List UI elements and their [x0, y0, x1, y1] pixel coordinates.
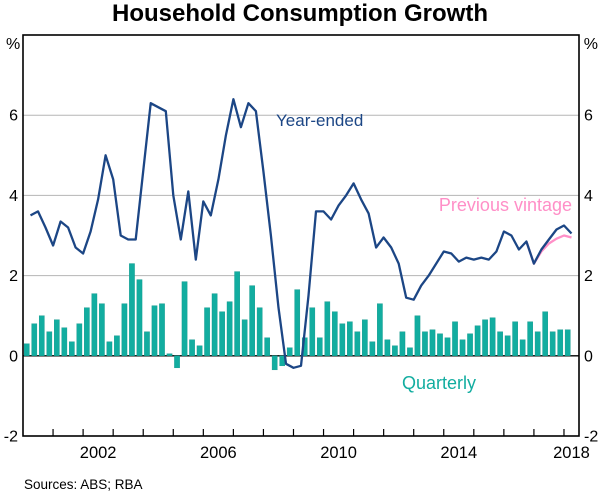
y-tick-label-left: 6 [9, 108, 18, 125]
quarterly-bar [489, 317, 496, 357]
quarterly-bar [234, 271, 240, 356]
quarterly-bar [76, 323, 83, 357]
quarterly-bar [31, 323, 38, 357]
y-tick-label-right: 4 [584, 188, 593, 205]
quarterly-bar [166, 353, 173, 356]
quarterly-bar [294, 289, 301, 357]
chart-title: Household Consumption Growth [112, 0, 488, 27]
quarterly-bar [512, 321, 518, 356]
y-axis-unit-left: % [6, 36, 21, 53]
source-note: Sources: ABS; RBA [24, 477, 143, 492]
y-tick-label-right: 2 [584, 268, 593, 285]
y-tick-label-left: 0 [9, 348, 18, 365]
y-tick-label-right: -2 [584, 429, 598, 446]
quarterly-series-label: Quarterly [402, 373, 477, 393]
quarterly-bar [504, 335, 511, 356]
quarterly-bar [414, 315, 421, 357]
y-tick-label-left: 2 [9, 268, 18, 285]
quarterly-bar [249, 285, 255, 357]
quarterly-bar [527, 321, 533, 356]
quarterly-bar [129, 263, 135, 357]
quarterly-bar [362, 319, 368, 356]
quarterly-bar [54, 319, 60, 356]
quarterly-bar [309, 307, 316, 356]
quarterly-bar [377, 303, 383, 357]
quarterly-bar [174, 355, 180, 369]
quarterly-bar [151, 305, 158, 357]
quarterly-bar [347, 321, 353, 356]
quarterly-bar [46, 331, 53, 356]
quarterly-bar [181, 281, 188, 357]
quarterly-bar [256, 307, 263, 356]
y-tick-label-right: 0 [584, 348, 593, 365]
quarterly-bar [324, 301, 331, 357]
y-axis-unit-right: % [583, 36, 598, 53]
previous-vintage-series-label: Previous vintage [438, 195, 572, 215]
quarterly-bar [474, 325, 481, 357]
y-tick-label-right: 6 [584, 108, 593, 125]
quarterly-bar [407, 347, 413, 356]
quarterly-bar [534, 331, 541, 356]
year-ended-line [29, 98, 573, 369]
quarterly-bar [384, 339, 391, 357]
quarterly-bar [114, 335, 120, 356]
quarterly-bar [121, 303, 128, 357]
quarterly-bar [241, 319, 248, 356]
quarterly-bar [399, 331, 406, 356]
quarterly-bar [196, 345, 203, 356]
quarterly-bar [467, 333, 473, 357]
quarterly-bar [211, 293, 218, 357]
x-axis-year-label: 2002 [80, 444, 117, 462]
quarterly-bar [422, 331, 428, 356]
quarterly-bar [84, 307, 90, 356]
quarterly-bar [459, 339, 466, 357]
quarterly-bar [444, 337, 451, 356]
quarterly-bar [219, 311, 225, 357]
quarterly-bar [354, 331, 361, 356]
x-axis-year-label: 2006 [200, 444, 237, 462]
quarterly-bar [159, 303, 165, 357]
quarterly-bar [144, 331, 150, 356]
plot-border [22, 34, 580, 437]
quarterly-bar [106, 341, 113, 357]
quarterly-bar [23, 343, 30, 356]
quarterly-bar [369, 341, 376, 357]
quarterly-bar [99, 303, 105, 357]
quarterly-bar [564, 329, 571, 356]
quarterly-bar [189, 339, 195, 357]
quarterly-bar [482, 319, 488, 356]
quarterly-bar [226, 301, 233, 357]
quarterly-bar [549, 331, 556, 356]
x-axis-year-label: 2014 [440, 444, 477, 462]
quarterly-bar [542, 311, 548, 357]
quarterly-bar [91, 293, 98, 357]
quarterly-bar [437, 333, 443, 357]
quarterly-bar [429, 329, 436, 356]
quarterly-bar [204, 307, 210, 356]
quarterly-bar [519, 339, 526, 357]
quarterly-bar [497, 331, 503, 356]
quarterly-bar [271, 355, 278, 371]
year-ended-series-label: Year-ended [276, 111, 364, 130]
quarterly-bar [61, 327, 68, 357]
quarterly-bar [332, 311, 338, 357]
quarterly-bar [38, 315, 45, 357]
quarterly-bar [339, 323, 346, 357]
quarterly-bar [264, 337, 270, 356]
quarterly-bar [557, 329, 564, 356]
x-axis-year-label: 2018 [553, 444, 590, 462]
quarterly-bar [316, 337, 323, 356]
quarterly-bar [136, 279, 143, 356]
quarterly-bar [69, 341, 75, 357]
y-tick-label-left: 4 [9, 188, 18, 205]
y-tick-label-left: -2 [4, 429, 18, 446]
quarterly-bar [392, 345, 398, 356]
quarterly-bar [452, 321, 458, 356]
quarterly-bar [286, 347, 293, 356]
x-axis-year-label: 2010 [320, 444, 357, 462]
